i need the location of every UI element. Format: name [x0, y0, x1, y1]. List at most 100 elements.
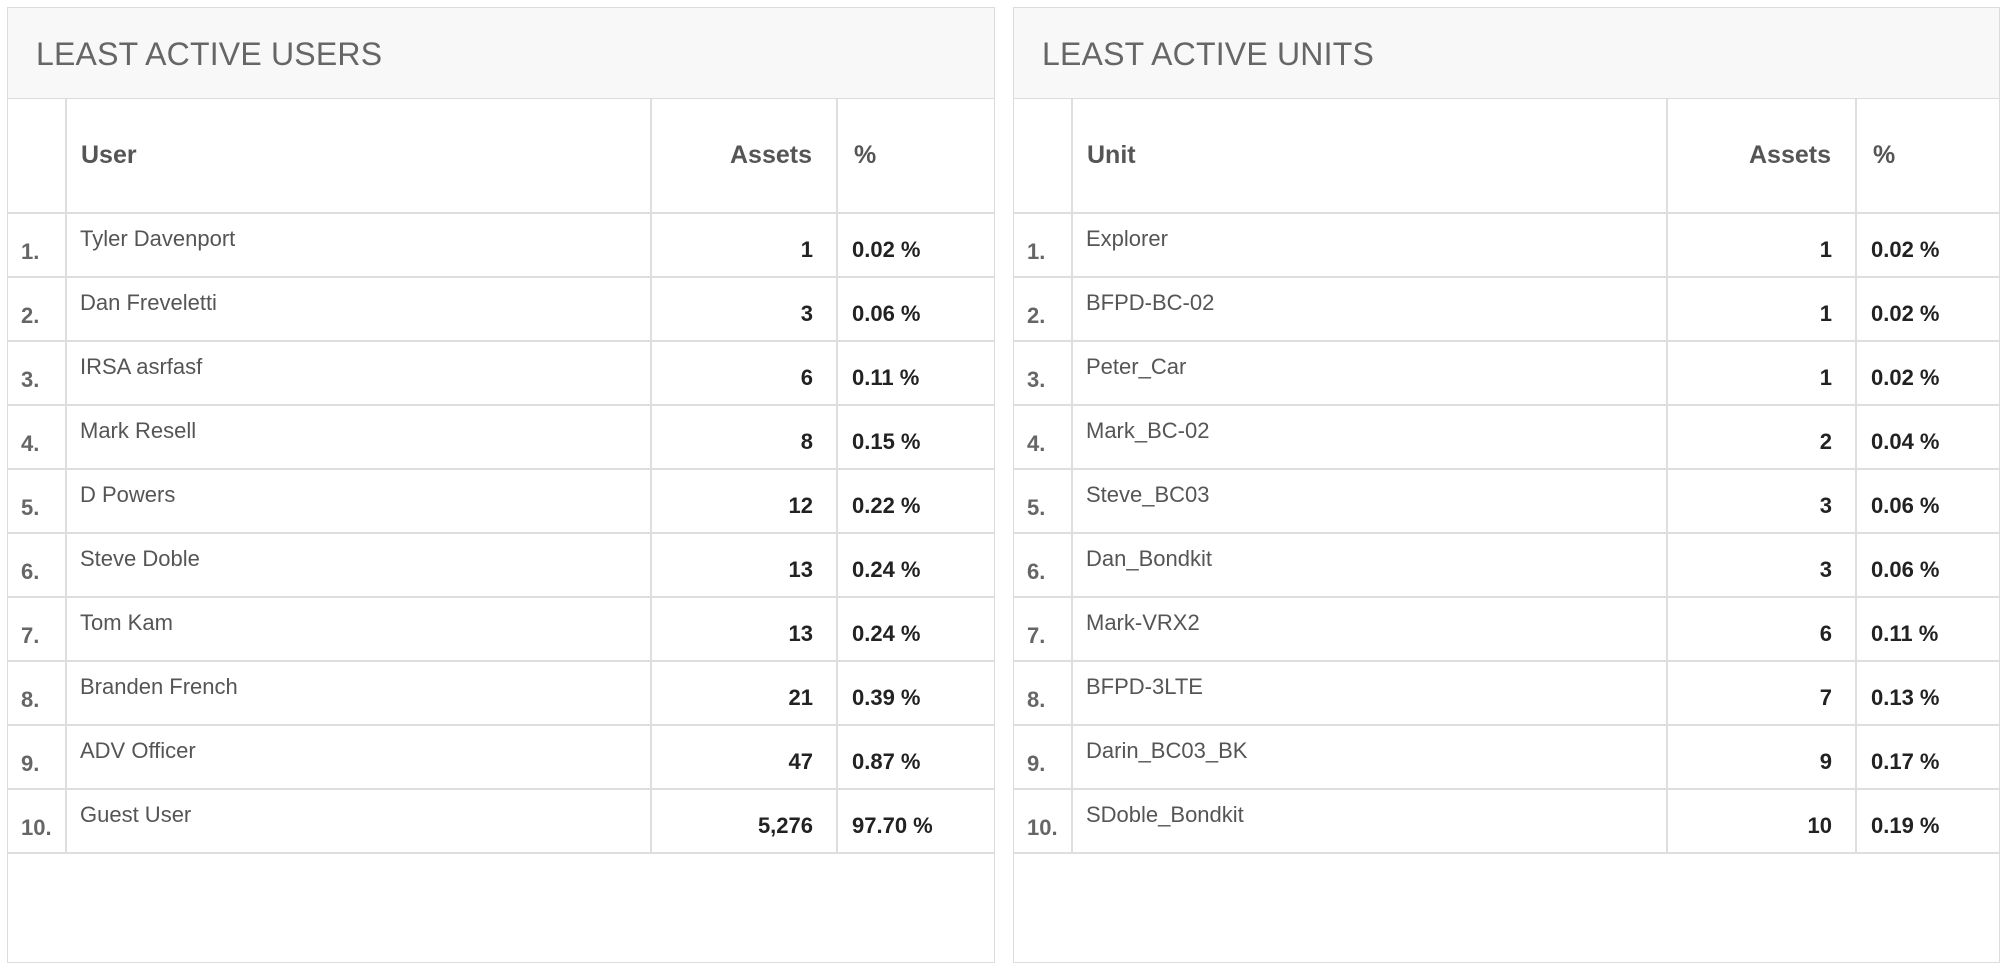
table-row: 1. Explorer 1 0.02 % [1014, 213, 1999, 278]
rank-cell: 9. [8, 725, 67, 790]
unit-name-cell: Dan_Bondkit [1072, 533, 1668, 598]
assets-cell: 3 [1667, 469, 1857, 534]
rank-cell: 6. [1014, 533, 1073, 598]
assets-cell: 5,276 [651, 789, 838, 854]
user-column-header[interactable]: User [66, 99, 652, 214]
percent-cell: 0.17 % [1856, 725, 1999, 790]
percent-cell: 0.02 % [1856, 213, 1999, 278]
percent-cell: 0.02 % [837, 213, 994, 278]
percent-column-header[interactable]: % [1856, 99, 1999, 214]
rank-cell: 8. [1014, 661, 1073, 726]
table-header-row: User Assets % [8, 99, 994, 214]
assets-cell: 13 [651, 533, 838, 598]
user-name-cell: Branden French [66, 661, 652, 726]
unit-name-cell: BFPD-3LTE [1072, 661, 1668, 726]
assets-cell: 1 [651, 213, 838, 278]
unit-name-cell: SDoble_Bondkit [1072, 789, 1668, 854]
users-table: User Assets % 1. Tyler Davenport 1 0.02 … [8, 99, 994, 854]
percent-cell: 0.04 % [1856, 405, 1999, 470]
user-name-cell: Guest User [66, 789, 652, 854]
user-name-cell: Mark Resell [66, 405, 652, 470]
table-row: 1. Tyler Davenport 1 0.02 % [8, 213, 994, 278]
assets-cell: 6 [1667, 597, 1857, 662]
percent-cell: 0.15 % [837, 405, 994, 470]
unit-name-cell: BFPD-BC-02 [1072, 277, 1668, 342]
unit-name-cell: Explorer [1072, 213, 1668, 278]
rank-cell: 2. [8, 277, 67, 342]
percent-cell: 0.11 % [837, 341, 994, 406]
rank-cell: 3. [8, 341, 67, 406]
unit-column-header[interactable]: Unit [1072, 99, 1668, 214]
table-row: 5. D Powers 12 0.22 % [8, 469, 994, 534]
assets-column-header[interactable]: Assets [1667, 99, 1857, 214]
percent-cell: 0.13 % [1856, 661, 1999, 726]
rank-column-header [1014, 99, 1073, 214]
table-row: 2. Dan Freveletti 3 0.06 % [8, 277, 994, 342]
unit-name-cell: Darin_BC03_BK [1072, 725, 1668, 790]
table-row: 10. Guest User 5,276 97.70 % [8, 789, 994, 854]
table-row: 6. Steve Doble 13 0.24 % [8, 533, 994, 598]
user-name-cell: IRSA asrfasf [66, 341, 652, 406]
percent-cell: 0.11 % [1856, 597, 1999, 662]
table-row: 3. Peter_Car 1 0.02 % [1014, 341, 1999, 406]
assets-column-header[interactable]: Assets [651, 99, 838, 214]
assets-cell: 2 [1667, 405, 1857, 470]
table-row: 4. Mark Resell 8 0.15 % [8, 405, 994, 470]
assets-cell: 7 [1667, 661, 1857, 726]
rank-cell: 1. [8, 213, 67, 278]
assets-cell: 9 [1667, 725, 1857, 790]
rank-cell: 8. [8, 661, 67, 726]
assets-cell: 10 [1667, 789, 1857, 854]
rank-cell: 1. [1014, 213, 1073, 278]
percent-cell: 0.39 % [837, 661, 994, 726]
user-name-cell: Tom Kam [66, 597, 652, 662]
table-row: 9. ADV Officer 47 0.87 % [8, 725, 994, 790]
percent-cell: 0.87 % [837, 725, 994, 790]
table-row: 9. Darin_BC03_BK 9 0.17 % [1014, 725, 1999, 790]
table-header-row: Unit Assets % [1014, 99, 1999, 214]
rank-cell: 7. [8, 597, 67, 662]
assets-cell: 12 [651, 469, 838, 534]
percent-column-header[interactable]: % [837, 99, 994, 214]
rank-cell: 4. [1014, 405, 1073, 470]
user-name-cell: D Powers [66, 469, 652, 534]
user-name-cell: Steve Doble [66, 533, 652, 598]
assets-cell: 13 [651, 597, 838, 662]
percent-cell: 0.19 % [1856, 789, 1999, 854]
table-row: 7. Mark-VRX2 6 0.11 % [1014, 597, 1999, 662]
assets-cell: 1 [1667, 277, 1857, 342]
user-name-cell: Dan Freveletti [66, 277, 652, 342]
assets-cell: 1 [1667, 213, 1857, 278]
table-row: 8. BFPD-3LTE 7 0.13 % [1014, 661, 1999, 726]
user-name-cell: Tyler Davenport [66, 213, 652, 278]
percent-cell: 0.06 % [1856, 533, 1999, 598]
least-active-users-panel: LEAST ACTIVE USERS User Assets % 1. Tyle… [7, 7, 995, 963]
rank-cell: 5. [1014, 469, 1073, 534]
table-row: 6. Dan_Bondkit 3 0.06 % [1014, 533, 1999, 598]
percent-cell: 97.70 % [837, 789, 994, 854]
rank-cell: 10. [1014, 789, 1073, 854]
percent-cell: 0.24 % [837, 533, 994, 598]
assets-cell: 47 [651, 725, 838, 790]
unit-name-cell: Mark-VRX2 [1072, 597, 1668, 662]
rank-cell: 5. [8, 469, 67, 534]
panel-title: LEAST ACTIVE UNITS [1042, 35, 1374, 72]
table-row: 10. SDoble_Bondkit 10 0.19 % [1014, 789, 1999, 854]
table-row: 4. Mark_BC-02 2 0.04 % [1014, 405, 1999, 470]
table-row: 3. IRSA asrfasf 6 0.11 % [8, 341, 994, 406]
unit-name-cell: Peter_Car [1072, 341, 1668, 406]
assets-cell: 1 [1667, 341, 1857, 406]
assets-cell: 8 [651, 405, 838, 470]
percent-cell: 0.06 % [837, 277, 994, 342]
rank-cell: 7. [1014, 597, 1073, 662]
user-name-cell: ADV Officer [66, 725, 652, 790]
unit-name-cell: Steve_BC03 [1072, 469, 1668, 534]
percent-cell: 0.06 % [1856, 469, 1999, 534]
table-row: 2. BFPD-BC-02 1 0.02 % [1014, 277, 1999, 342]
table-row: 7. Tom Kam 13 0.24 % [8, 597, 994, 662]
percent-cell: 0.02 % [1856, 341, 1999, 406]
panel-header: LEAST ACTIVE UNITS [1014, 8, 1999, 99]
rank-cell: 10. [8, 789, 67, 854]
rank-cell: 9. [1014, 725, 1073, 790]
percent-cell: 0.22 % [837, 469, 994, 534]
